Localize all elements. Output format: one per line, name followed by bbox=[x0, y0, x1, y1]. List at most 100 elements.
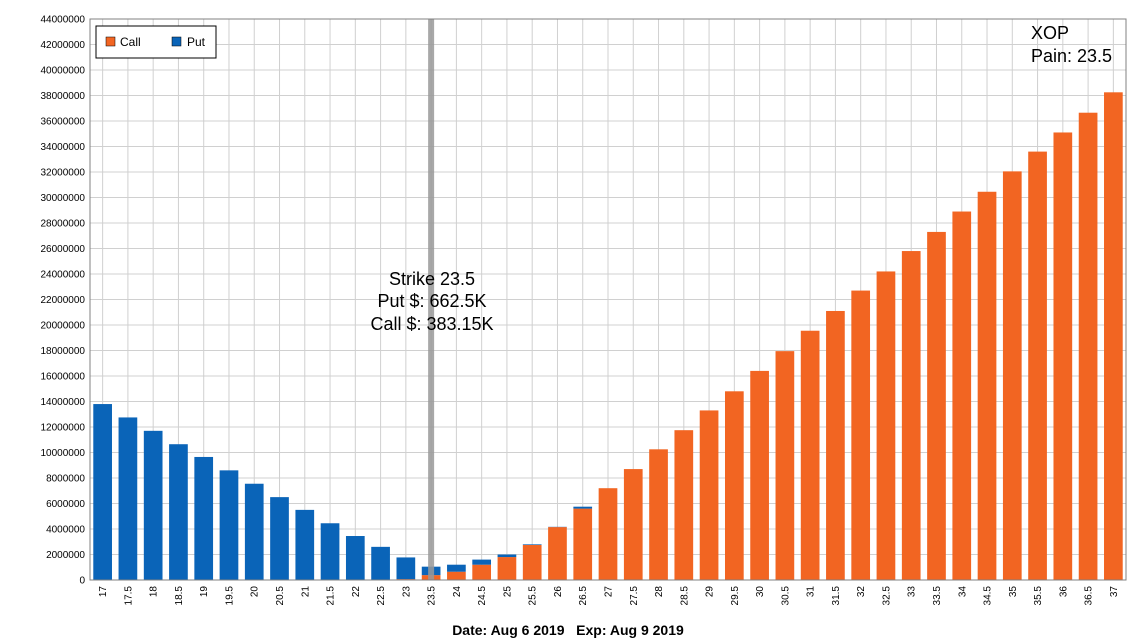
y-tick-label: 36000000 bbox=[41, 117, 86, 128]
bar-call bbox=[851, 290, 871, 580]
x-tick-label: 36 bbox=[1058, 586, 1069, 598]
bar-put bbox=[295, 509, 315, 580]
footer-dates: Date: Aug 6 2019 Exp: Aug 9 2019 bbox=[452, 622, 684, 638]
y-tick-label: 8000000 bbox=[46, 474, 85, 485]
x-tick-label: 23 bbox=[401, 586, 412, 598]
bar-call bbox=[598, 488, 618, 580]
legend: Call Put bbox=[95, 25, 217, 59]
y-axis-ticks: 0 2000000 4000000 6000000 8000000 10000000 120… bbox=[41, 15, 86, 587]
y-tick-label: 32000000 bbox=[41, 168, 86, 179]
x-tick-label: 19.5 bbox=[224, 586, 235, 606]
y-tick-label: 34000000 bbox=[41, 142, 86, 153]
x-tick-label: 27 bbox=[604, 586, 615, 598]
legend-put-label: Put bbox=[187, 35, 206, 49]
x-tick-label: 22.5 bbox=[376, 586, 387, 606]
bar-call bbox=[699, 410, 719, 580]
bar-put bbox=[244, 483, 264, 580]
y-tick-label: 16000000 bbox=[41, 372, 86, 383]
bar-call bbox=[623, 469, 643, 580]
bar-put bbox=[219, 470, 239, 580]
bar-put bbox=[573, 506, 593, 509]
pain-strike-highlight bbox=[428, 19, 435, 580]
x-tick-label: 30 bbox=[755, 586, 766, 598]
y-tick-label: 0 bbox=[79, 576, 85, 587]
x-tick-label: 36.5 bbox=[1084, 586, 1095, 606]
bar-put bbox=[93, 404, 112, 580]
y-tick-label: 40000000 bbox=[41, 66, 86, 77]
bar-call bbox=[901, 251, 921, 581]
x-tick-label: 34 bbox=[957, 586, 968, 598]
x-tick-label: 24 bbox=[452, 586, 463, 598]
bar-call bbox=[927, 231, 946, 581]
x-tick-label: 17 bbox=[98, 586, 109, 598]
x-tick-label: 21 bbox=[300, 586, 311, 598]
put-annotation: Put $: 662.5K bbox=[377, 291, 486, 311]
bar-put bbox=[118, 417, 138, 580]
bar-put bbox=[169, 444, 188, 580]
bar-call bbox=[1053, 132, 1073, 580]
pain-label: Pain: 23.5 bbox=[1031, 46, 1112, 66]
y-tick-label: 6000000 bbox=[46, 499, 85, 510]
bar-call bbox=[800, 330, 820, 580]
y-tick-label: 42000000 bbox=[41, 40, 86, 51]
bar-call bbox=[674, 430, 694, 580]
legend-call-swatch bbox=[105, 36, 116, 47]
x-tick-label: 23.5 bbox=[427, 586, 438, 606]
bar-put bbox=[396, 557, 416, 580]
x-tick-label: 32.5 bbox=[881, 586, 892, 606]
bar-call bbox=[1002, 171, 1022, 581]
bar-put bbox=[270, 497, 289, 580]
y-tick-label: 14000000 bbox=[41, 397, 86, 408]
x-tick-label: 34.5 bbox=[983, 586, 994, 606]
y-tick-label: 38000000 bbox=[41, 91, 86, 102]
bar-call bbox=[548, 527, 567, 580]
legend-put-swatch bbox=[171, 36, 182, 47]
x-tick-label: 18 bbox=[149, 586, 160, 598]
bar-put bbox=[472, 559, 492, 565]
legend-call-label: Call bbox=[120, 35, 141, 49]
y-tick-label: 20000000 bbox=[41, 321, 86, 332]
bar-call bbox=[472, 564, 492, 580]
bar-call bbox=[724, 391, 744, 580]
y-tick-label: 2000000 bbox=[46, 550, 85, 561]
bars bbox=[93, 92, 1123, 581]
x-tick-label: 24.5 bbox=[477, 586, 488, 606]
bar-put bbox=[522, 544, 542, 545]
bar-call bbox=[649, 449, 668, 580]
y-tick-label: 30000000 bbox=[41, 193, 86, 204]
x-tick-label: 19 bbox=[199, 586, 210, 598]
bar-call bbox=[1028, 151, 1047, 580]
bar-call bbox=[447, 571, 466, 580]
x-tick-label: 26 bbox=[553, 586, 564, 598]
bar-put bbox=[447, 564, 466, 572]
x-tick-label: 33.5 bbox=[932, 586, 943, 606]
x-tick-label: 35 bbox=[1008, 586, 1019, 598]
y-tick-label: 18000000 bbox=[41, 346, 86, 357]
bar-call bbox=[1078, 112, 1098, 581]
x-tick-label: 33 bbox=[907, 586, 918, 598]
x-tick-label: 20.5 bbox=[275, 586, 286, 606]
x-tick-label: 27.5 bbox=[629, 586, 640, 606]
y-tick-label: 24000000 bbox=[41, 270, 86, 281]
x-tick-label: 29 bbox=[705, 586, 716, 598]
x-tick-label: 37 bbox=[1109, 586, 1120, 598]
bar-call bbox=[497, 557, 517, 580]
y-tick-label: 44000000 bbox=[41, 15, 86, 26]
x-tick-label: 25.5 bbox=[528, 586, 539, 606]
x-tick-label: 30.5 bbox=[780, 586, 791, 606]
legend-box bbox=[95, 25, 217, 59]
call-annotation: Call $: 383.15K bbox=[370, 314, 493, 334]
bar-call bbox=[952, 211, 972, 580]
x-tick-label: 29.5 bbox=[730, 586, 741, 606]
bar-call bbox=[977, 191, 997, 580]
x-tick-label: 28 bbox=[654, 586, 665, 598]
bar-call bbox=[826, 310, 845, 580]
x-tick-label: 31.5 bbox=[831, 586, 842, 606]
y-tick-label: 10000000 bbox=[41, 448, 86, 459]
bar-put bbox=[371, 546, 390, 580]
x-tick-label: 18.5 bbox=[174, 586, 185, 606]
x-tick-label: 25 bbox=[502, 586, 513, 598]
bar-put bbox=[497, 554, 517, 558]
